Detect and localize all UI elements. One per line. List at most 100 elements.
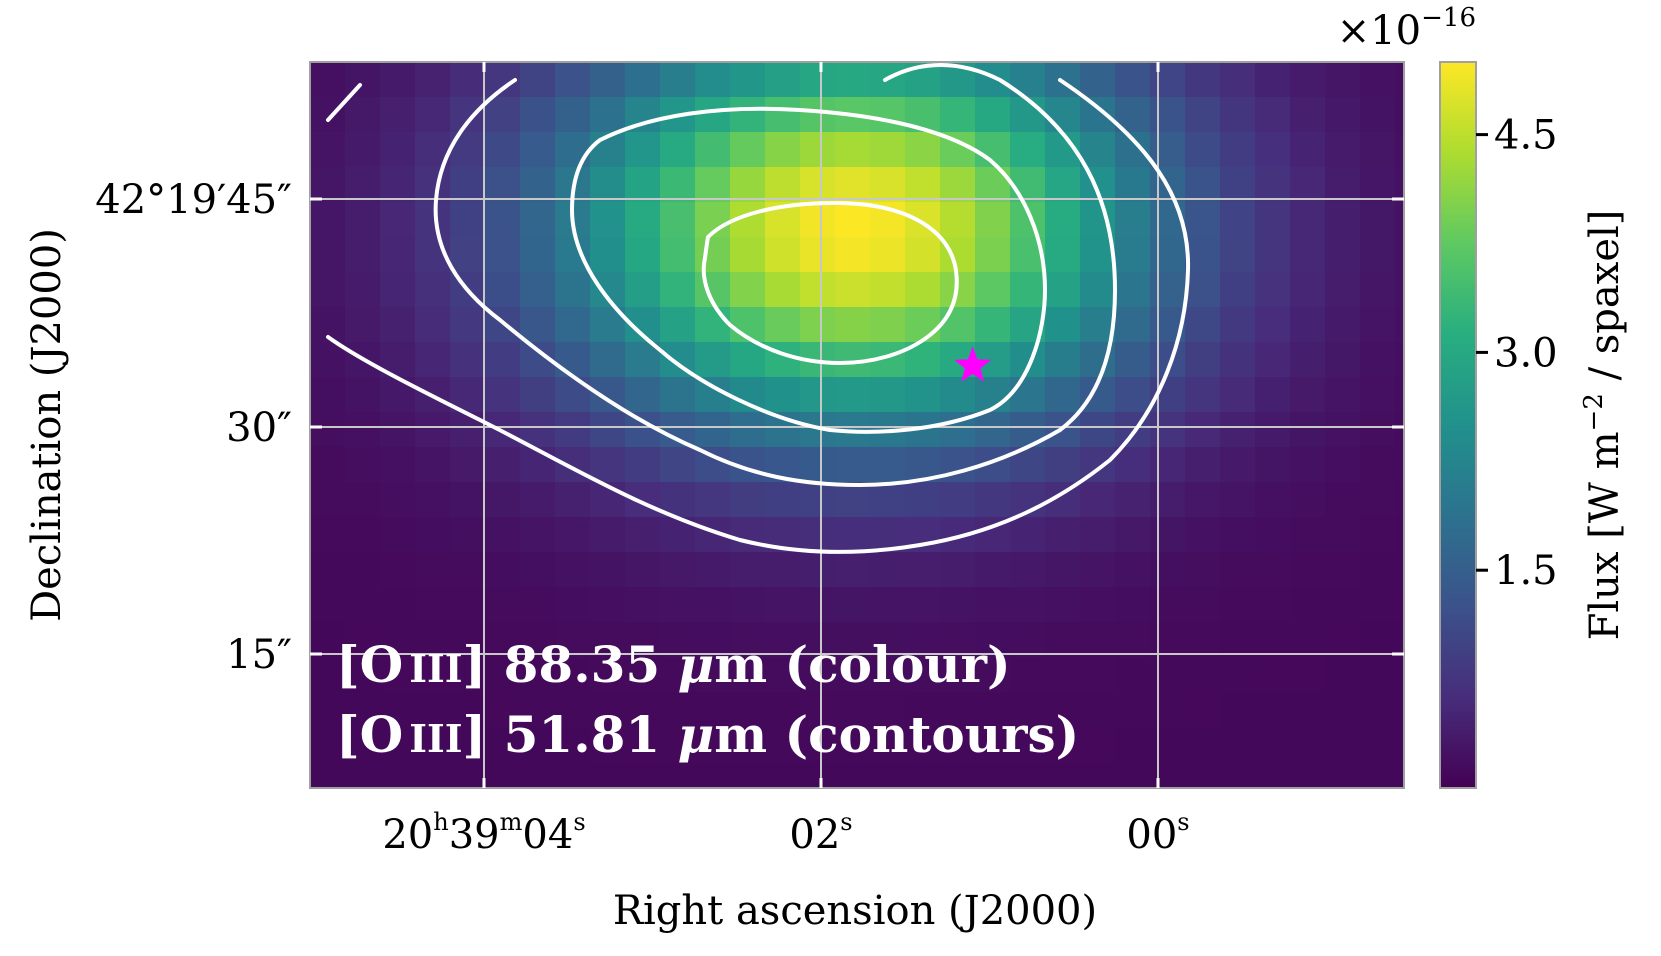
heatmap-cell bbox=[975, 552, 1011, 588]
contour-level-4 bbox=[701, 200, 959, 365]
contour-level-2 bbox=[433, 63, 1117, 487]
heatmap-cell bbox=[450, 517, 486, 553]
heatmap-cell bbox=[835, 307, 871, 343]
heatmap-cell bbox=[625, 517, 661, 553]
heatmap-cell bbox=[800, 657, 836, 693]
heatmap-cell bbox=[975, 272, 1011, 308]
heatmap-cell bbox=[1010, 132, 1046, 168]
heatmap-cell bbox=[870, 657, 906, 693]
colorbar-label-exp: −2 bbox=[1579, 393, 1609, 431]
heatmap-cell bbox=[625, 482, 661, 518]
heatmap-cell bbox=[730, 97, 766, 133]
heatmap-cell bbox=[345, 727, 381, 763]
annotation-2-c: m (contours) bbox=[714, 705, 1079, 764]
heatmap-cell bbox=[380, 692, 416, 728]
heatmap-cell bbox=[1115, 482, 1151, 518]
heatmap-cell bbox=[1360, 62, 1396, 98]
heatmap-cell bbox=[1220, 657, 1256, 693]
heatmap-cell bbox=[590, 692, 626, 728]
heatmap-cell bbox=[1080, 622, 1116, 658]
heatmap-cell bbox=[485, 622, 521, 658]
heatmap-cell bbox=[1255, 412, 1291, 448]
heatmap-cell bbox=[1325, 307, 1361, 343]
heatmap-cell bbox=[660, 657, 696, 693]
heatmap-cell bbox=[975, 657, 1011, 693]
heatmap-cell bbox=[1045, 657, 1081, 693]
heatmap-cell bbox=[1115, 62, 1151, 98]
x-tick-seconds-00: 00 bbox=[1126, 812, 1177, 858]
heatmap-cell bbox=[1325, 447, 1361, 483]
heatmap-cell bbox=[835, 202, 871, 238]
heatmap-cell bbox=[310, 552, 346, 588]
heatmap-cell bbox=[1185, 237, 1221, 273]
heatmap-cell bbox=[1255, 517, 1291, 553]
heatmap-cell bbox=[1185, 447, 1221, 483]
heatmap-cell bbox=[975, 97, 1011, 133]
heatmap-cell bbox=[1325, 517, 1361, 553]
heatmap-cell bbox=[1115, 727, 1151, 763]
heatmap-cell bbox=[975, 727, 1011, 763]
heatmap-cell bbox=[415, 657, 451, 693]
heatmap-cell bbox=[835, 482, 871, 518]
heatmap-cell bbox=[590, 202, 626, 238]
heatmap-cell bbox=[485, 692, 521, 728]
heatmap-cell bbox=[520, 132, 556, 168]
x-tick-seconds-04: 04 bbox=[522, 812, 573, 858]
heatmap-cell bbox=[310, 167, 346, 203]
heatmap-cell bbox=[1150, 552, 1186, 588]
heatmap-cell bbox=[835, 272, 871, 308]
x-tick-s-unit-00: s bbox=[1177, 808, 1189, 836]
heatmap-cell bbox=[1150, 482, 1186, 518]
heatmap-cell bbox=[975, 482, 1011, 518]
heatmap-cell bbox=[975, 62, 1011, 98]
heatmap-cell bbox=[310, 132, 346, 168]
heatmap-cell bbox=[415, 97, 451, 133]
heatmap-cell bbox=[625, 657, 661, 693]
heatmap-cell bbox=[485, 482, 521, 518]
heatmap-cell bbox=[1150, 657, 1186, 693]
x-tick-hours: 20 bbox=[382, 812, 433, 858]
heatmap-cell bbox=[1290, 377, 1326, 413]
heatmap-cell bbox=[660, 272, 696, 308]
heatmap-cell bbox=[1080, 272, 1116, 308]
heatmap-cell bbox=[1255, 202, 1291, 238]
heatmap-cell bbox=[1325, 552, 1361, 588]
heatmap-cell bbox=[380, 307, 416, 343]
heatmap-cell bbox=[450, 202, 486, 238]
heatmap-cell bbox=[835, 167, 871, 203]
heatmap-cell bbox=[450, 727, 486, 763]
heatmap-cell bbox=[940, 727, 976, 763]
heatmap-cell bbox=[1080, 587, 1116, 623]
heatmap-cell bbox=[1115, 622, 1151, 658]
heatmap-cell bbox=[590, 517, 626, 553]
heatmap-cell bbox=[660, 377, 696, 413]
heatmap-cell bbox=[835, 377, 871, 413]
heatmap-cell bbox=[485, 202, 521, 238]
heatmap-cell bbox=[800, 447, 836, 483]
heatmap-cell bbox=[415, 552, 451, 588]
heatmap-cell bbox=[975, 237, 1011, 273]
heatmap-cell bbox=[485, 657, 521, 693]
heatmap-cell bbox=[765, 97, 801, 133]
heatmap-cell bbox=[1325, 412, 1361, 448]
heatmap-cell bbox=[1185, 622, 1221, 658]
coordinate-grid bbox=[310, 62, 1404, 788]
heatmap-cell bbox=[800, 552, 836, 588]
heatmap-cell bbox=[450, 622, 486, 658]
y-axis-label: Declination (J2000) bbox=[24, 228, 70, 622]
heatmap-cell bbox=[1150, 517, 1186, 553]
heatmap-cell bbox=[695, 132, 731, 168]
heatmap-cell bbox=[835, 237, 871, 273]
heatmap-cell bbox=[730, 622, 766, 658]
heatmap-cell bbox=[765, 482, 801, 518]
heatmap-cell bbox=[1220, 132, 1256, 168]
heatmap-cell bbox=[940, 622, 976, 658]
heatmap-cell bbox=[1150, 97, 1186, 133]
heatmap-cell bbox=[520, 62, 556, 98]
heatmap-cell bbox=[310, 62, 346, 98]
heatmap-cell bbox=[1255, 342, 1291, 378]
heatmap-cell bbox=[1150, 587, 1186, 623]
heatmap-cell bbox=[485, 377, 521, 413]
heatmap-cell bbox=[870, 447, 906, 483]
heatmap-cell bbox=[730, 62, 766, 98]
